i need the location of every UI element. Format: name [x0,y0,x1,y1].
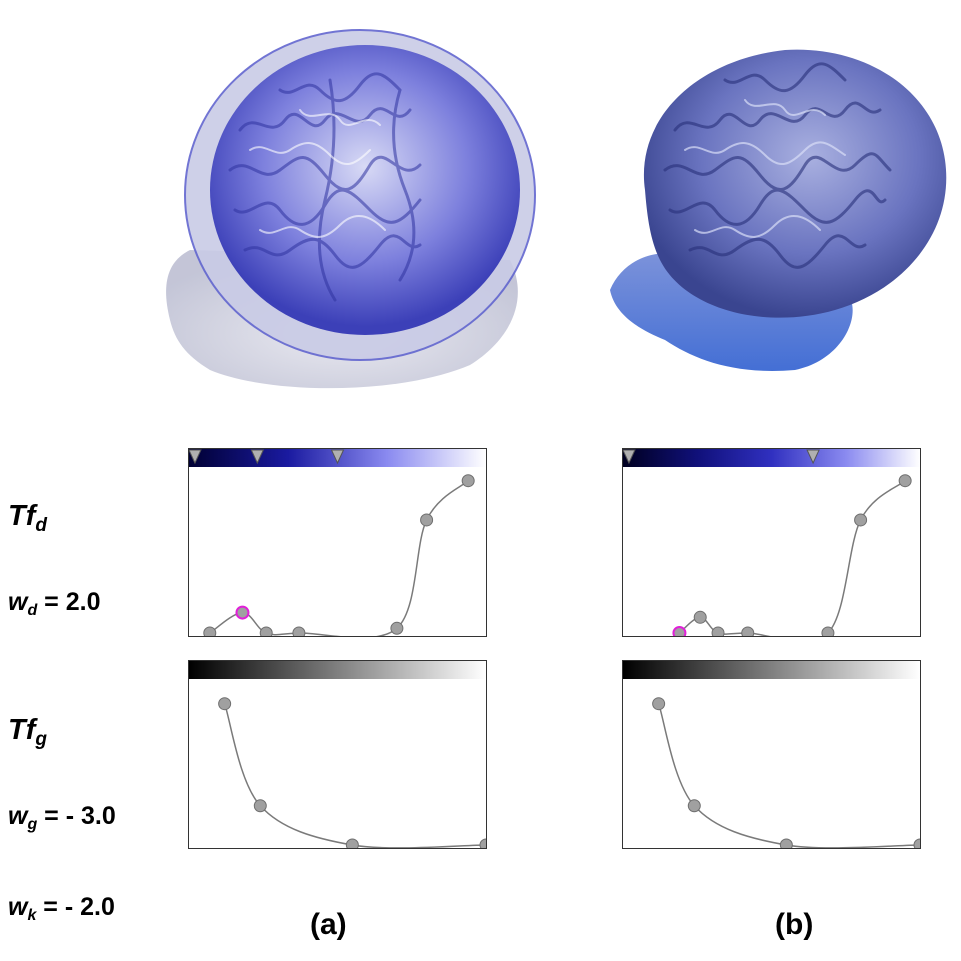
tf-control-point[interactable] [203,626,217,636]
color-stop-marker[interactable] [330,449,345,465]
tf-control-point[interactable] [913,838,920,848]
tf-canvas[interactable] [623,449,920,636]
tf-control-point[interactable] [652,697,666,711]
color-stop-marker[interactable] [623,449,636,465]
tf-control-point[interactable] [390,621,404,635]
tf-control-point[interactable] [687,799,701,813]
panel-b-label: (b) [775,908,814,941]
tf-control-point[interactable] [420,513,434,527]
tf-control-point[interactable] [292,626,306,636]
tf-control-point-selected[interactable] [235,605,250,620]
tf-curve [657,703,920,848]
tf-canvas[interactable] [189,661,486,848]
color-stop-marker[interactable] [250,449,265,465]
tf-curve [678,480,906,636]
tf-editor-b-density[interactable] [622,448,921,637]
tf-control-point[interactable] [253,799,267,813]
tf-control-point[interactable] [779,838,793,848]
tf-gradient-label: Tfg [8,714,47,750]
tf-editor-a-gradient[interactable] [188,660,487,849]
tf-canvas[interactable] [623,661,920,848]
colorbar [189,661,486,679]
volume-render-b [610,49,947,371]
tf-control-point-selected[interactable] [672,626,687,636]
panel-a-label: (a) [310,908,347,941]
tf-control-point[interactable] [693,610,707,624]
tf-control-point[interactable] [854,513,868,527]
tf-control-point[interactable] [711,626,725,636]
tf-canvas[interactable] [189,449,486,636]
tf-control-point[interactable] [741,626,755,636]
tf-control-point[interactable] [821,626,835,636]
colorbar [623,661,920,679]
density-weight-label: wd = 2.0 [8,588,101,619]
tf-control-point[interactable] [479,838,486,848]
tf-editor-b-gradient[interactable] [622,660,921,849]
tf-density-label: Tfd [8,500,47,536]
tf-editor-a-density[interactable] [188,448,487,637]
volume-render-a [166,29,536,389]
gradient-weight-label: wg = - 3.0 [8,802,116,833]
tf-control-point[interactable] [218,697,232,711]
tf-curve [223,703,486,848]
tf-control-point[interactable] [345,838,359,848]
color-stop-marker[interactable] [189,449,202,465]
k-weight-label: wk = - 2.0 [8,893,115,924]
tf-control-point[interactable] [461,474,475,488]
tf-control-point[interactable] [898,474,912,488]
tf-control-point[interactable] [259,626,273,636]
color-stop-marker[interactable] [806,449,820,465]
colorbar [623,449,920,467]
